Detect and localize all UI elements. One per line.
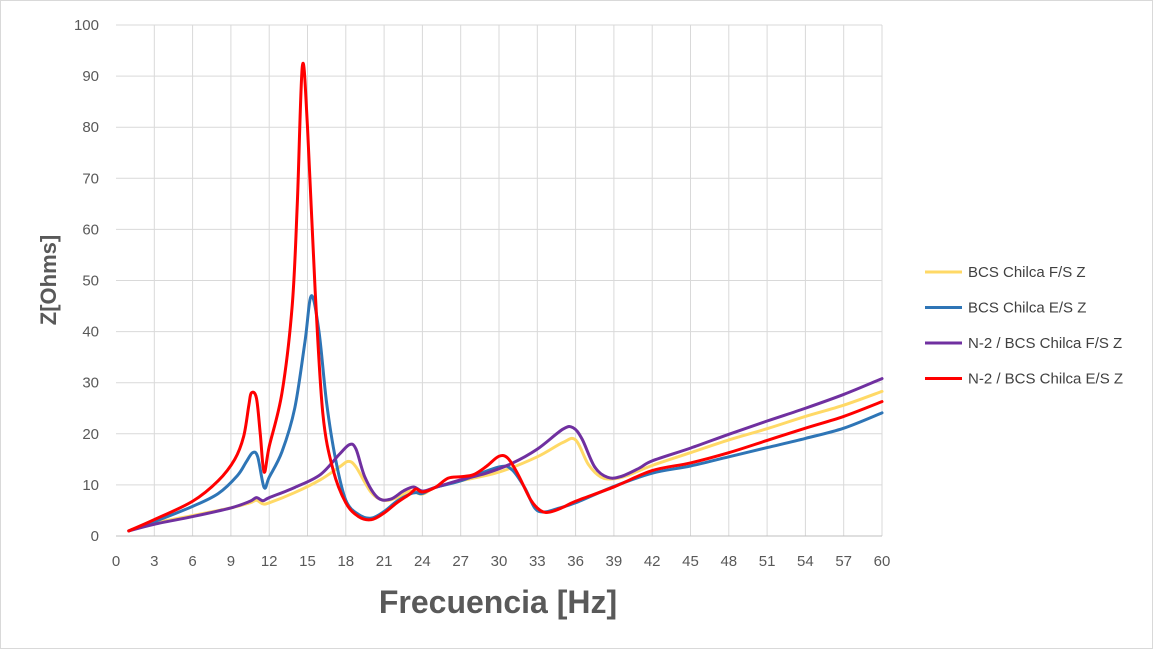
x-tick-label: 3 <box>150 553 158 570</box>
x-tick-label: 60 <box>874 553 891 570</box>
x-tick-label: 51 <box>759 553 776 570</box>
legend-label: BCS Chilca E/S Z <box>968 300 1086 317</box>
y-tick-label: 20 <box>82 426 99 443</box>
y-tick-label: 100 <box>74 17 99 34</box>
legend: BCS Chilca F/S Z BCS Chilca E/S Z N-2 / BC… <box>925 264 1123 388</box>
x-axis-title: Frecuencia [Hz] <box>379 584 617 620</box>
x-tick-label: 39 <box>606 553 623 570</box>
x-tick-label: 54 <box>797 553 814 570</box>
x-tick-label: 18 <box>337 553 354 570</box>
x-tick-label: 45 <box>682 553 699 570</box>
tick-labels: 0 3 6 9 12 15 18 21 24 27 30 33 36 39 42 45 48 51 54 57 6001… <box>74 17 890 570</box>
series-line-1 <box>127 389 884 533</box>
x-tick-label: 30 <box>491 553 508 570</box>
y-tick-label: 30 <box>82 375 99 392</box>
y-tick-label: 40 <box>82 324 99 341</box>
x-tick-label: 21 <box>376 553 393 570</box>
y-axis-title: Z[Ohms] <box>36 235 61 325</box>
series-line-3 <box>127 377 884 533</box>
x-tick-label: 24 <box>414 553 431 570</box>
y-tick-label: 50 <box>82 273 99 290</box>
y-tick-label: 60 <box>82 221 99 238</box>
x-tick-label: 12 <box>261 553 278 570</box>
series-line-2 <box>127 294 884 533</box>
grid-lines <box>116 24 883 536</box>
x-tick-label: 6 <box>188 553 196 570</box>
x-tick-label: 15 <box>299 553 316 570</box>
series-line-4 <box>127 61 884 533</box>
y-tick-label: 80 <box>82 119 99 136</box>
y-tick-label: 10 <box>82 477 99 494</box>
legend-label: BCS Chilca F/S Z <box>968 264 1086 281</box>
x-tick-label: 42 <box>644 553 661 570</box>
y-tick-label: 0 <box>91 528 99 545</box>
x-tick-label: 36 <box>567 553 584 570</box>
x-tick-label: 27 <box>452 553 469 570</box>
legend-label: N-2 / BCS Chilca F/S Z <box>968 335 1122 352</box>
x-tick-label: 48 <box>720 553 737 570</box>
y-tick-label: 90 <box>82 68 99 85</box>
x-tick-label: 9 <box>227 553 235 570</box>
x-tick-label: 57 <box>835 553 852 570</box>
x-tick-label: 33 <box>529 553 546 570</box>
series-lines <box>127 61 884 533</box>
x-tick-label: 0 <box>112 553 120 570</box>
y-tick-label: 70 <box>82 170 99 187</box>
legend-label: N-2 / BCS Chilca E/S Z <box>968 371 1123 388</box>
